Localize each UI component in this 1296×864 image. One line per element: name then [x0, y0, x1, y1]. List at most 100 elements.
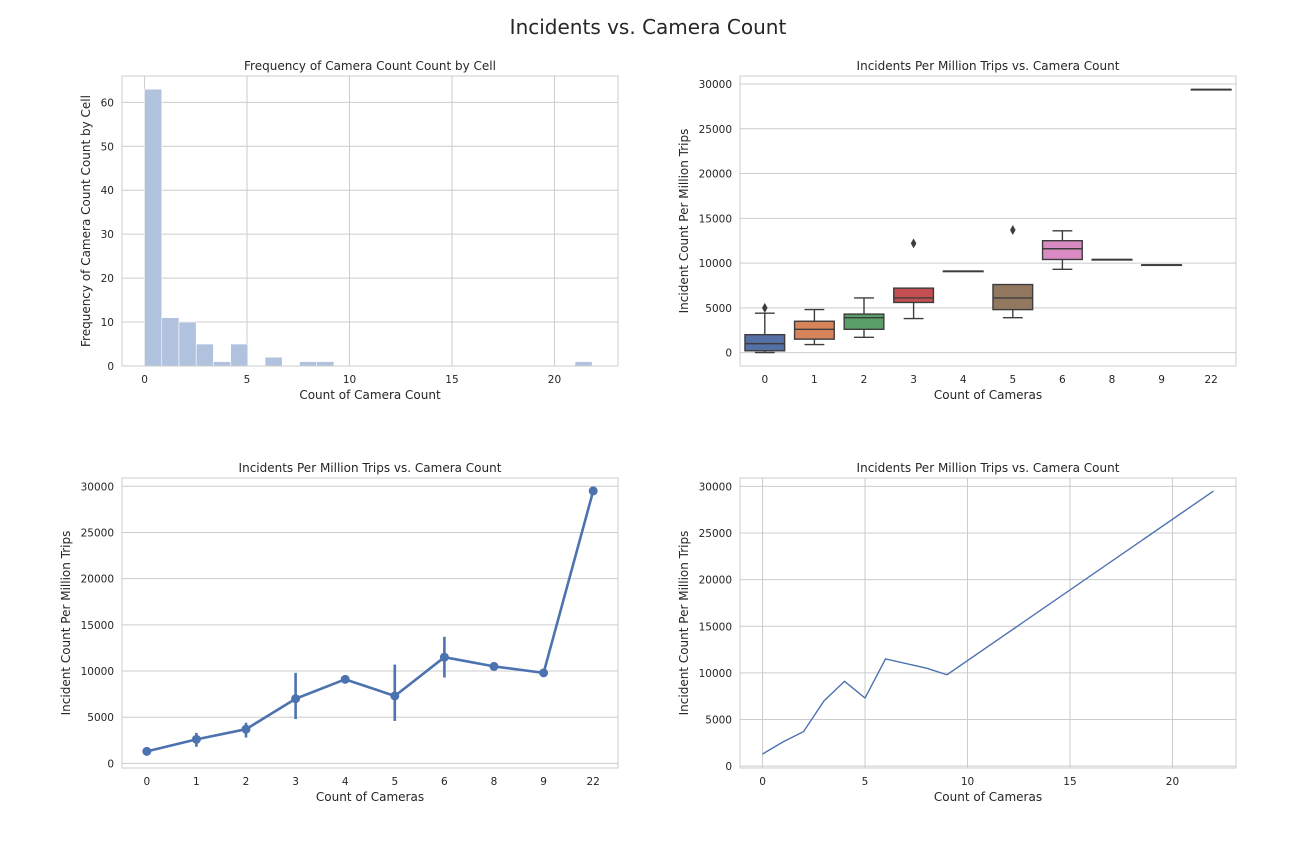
- data-point: [588, 486, 598, 496]
- x-tick-label: 5: [862, 776, 869, 788]
- x-tick-label: 9: [1158, 374, 1165, 386]
- x-tick-label: 15: [1063, 776, 1076, 788]
- histogram-bar: [195, 343, 214, 367]
- y-tick-label: 50: [101, 141, 114, 153]
- y-tick-label: 10: [101, 317, 114, 329]
- y-tick-label: 30000: [699, 79, 732, 91]
- x-tick-label: 15: [445, 374, 458, 386]
- y-tick-label: 0: [725, 761, 732, 773]
- box: [793, 320, 835, 340]
- data-point: [539, 668, 549, 678]
- y-tick-label: 25000: [699, 528, 732, 540]
- panel-title: Frequency of Camera Count Count by Cell: [244, 59, 496, 73]
- y-tick-label: 30: [101, 229, 114, 241]
- x-tick-label: 1: [193, 776, 200, 788]
- x-tick-label: 0: [761, 374, 768, 386]
- box: [893, 287, 935, 304]
- histogram-bar: [316, 361, 335, 367]
- y-tick-label: 5000: [705, 715, 732, 727]
- x-tick-label: 0: [143, 776, 150, 788]
- x-tick-label: 9: [540, 776, 547, 788]
- y-tick-label: 30000: [699, 481, 732, 493]
- x-tick-label: 4: [342, 776, 349, 788]
- x-tick-label: 6: [1059, 374, 1066, 386]
- y-tick-label: 5000: [87, 712, 114, 724]
- x-tick-label: 0: [759, 776, 766, 788]
- y-tick-label: 0: [107, 758, 114, 770]
- boxplot-panel: 0 5000 10000 15000 20000 25000 30000 Incidents …: [677, 59, 1237, 402]
- x-tick-label: 10: [343, 374, 356, 386]
- y-tick-label: 15000: [81, 620, 114, 632]
- data-point: [340, 674, 350, 684]
- y-tick-label: 30000: [81, 481, 114, 493]
- histogram-panel: 0 10 20 30 40 50 60 Frequency of Camera Count C…: [79, 59, 619, 402]
- y-tick-label: 10000: [699, 258, 732, 270]
- histogram-bar: [213, 361, 231, 367]
- data-point: [489, 661, 499, 671]
- x-tick-label: 2: [861, 374, 868, 386]
- outlier-point: [910, 238, 917, 249]
- figure-title: Incidents vs. Camera Count: [510, 15, 787, 39]
- x-axis-label: Count of Cameras: [316, 790, 424, 804]
- histogram-bar: [230, 343, 249, 367]
- box: [992, 283, 1034, 311]
- x-tick-label: 2: [243, 776, 250, 788]
- series-line: [146, 490, 595, 753]
- x-tick-label: 5: [1009, 374, 1016, 386]
- x-tick-label: 0: [141, 374, 148, 386]
- y-tick-label: 20000: [699, 575, 732, 587]
- plot-frame: [121, 75, 619, 367]
- data-point: [142, 746, 152, 756]
- x-axis-label: Count of Camera Count: [299, 388, 441, 402]
- data-point: [241, 724, 251, 734]
- x-tick-label: 10: [961, 776, 974, 788]
- data-point: [291, 694, 301, 704]
- y-axis-label: Frequency of Camera Count Count by Cell: [79, 95, 93, 347]
- plot-frame: [739, 75, 1237, 367]
- histogram-bar: [299, 361, 318, 367]
- plot-frame: [121, 477, 619, 769]
- lineplot-panel: 0 5000 10000 15000 20000 25000 30000 Incidents …: [677, 461, 1237, 804]
- y-axis-label: Incident Count Per Million Trips: [59, 531, 73, 716]
- pointplot-panel: 0 5000 10000 15000 20000 25000 30000 Incidents …: [59, 461, 619, 804]
- histogram-bar: [264, 356, 283, 367]
- y-tick-label: 5000: [705, 303, 732, 315]
- y-tick-label: 15000: [699, 213, 732, 225]
- x-tick-label: 22: [1205, 374, 1218, 386]
- histogram-bar: [161, 317, 180, 367]
- x-tick-label: 5: [391, 776, 398, 788]
- x-tick-label: 8: [1109, 374, 1116, 386]
- y-tick-label: 10000: [699, 668, 732, 680]
- x-tick-label: 8: [491, 776, 498, 788]
- y-tick-label: 0: [725, 348, 732, 360]
- x-axis-label: Count of Cameras: [934, 388, 1042, 402]
- y-tick-label: 40: [101, 185, 114, 197]
- x-tick-label: 6: [441, 776, 448, 788]
- y-axis-label: Incident Count Per Million Trips: [677, 129, 691, 314]
- y-axis-label: Incident Count Per Million Trips: [677, 531, 691, 716]
- x-tick-label: 20: [1166, 776, 1179, 788]
- box: [744, 333, 786, 352]
- y-tick-label: 20: [101, 273, 114, 285]
- x-tick-label: 3: [910, 374, 917, 386]
- x-tick-label: 20: [548, 374, 561, 386]
- histogram-bar: [144, 88, 163, 367]
- y-tick-label: 20000: [81, 574, 114, 586]
- data-point: [439, 652, 449, 662]
- x-tick-label: 1: [811, 374, 818, 386]
- histogram-bar: [574, 361, 593, 367]
- x-tick-label: 4: [960, 374, 967, 386]
- y-tick-label: 60: [101, 97, 114, 109]
- x-tick-label: 22: [587, 776, 600, 788]
- panel-title: Incidents Per Million Trips vs. Camera C…: [857, 461, 1120, 475]
- histogram-bar: [178, 321, 197, 367]
- panel-title: Incidents Per Million Trips vs. Camera C…: [857, 59, 1120, 73]
- y-tick-label: 10000: [81, 666, 114, 678]
- outlier-point: [1010, 224, 1016, 235]
- data-point: [390, 691, 400, 701]
- series-line: [762, 490, 1214, 755]
- outlier-point: [762, 302, 768, 313]
- box: [843, 313, 885, 331]
- x-axis-label: Count of Cameras: [934, 790, 1042, 804]
